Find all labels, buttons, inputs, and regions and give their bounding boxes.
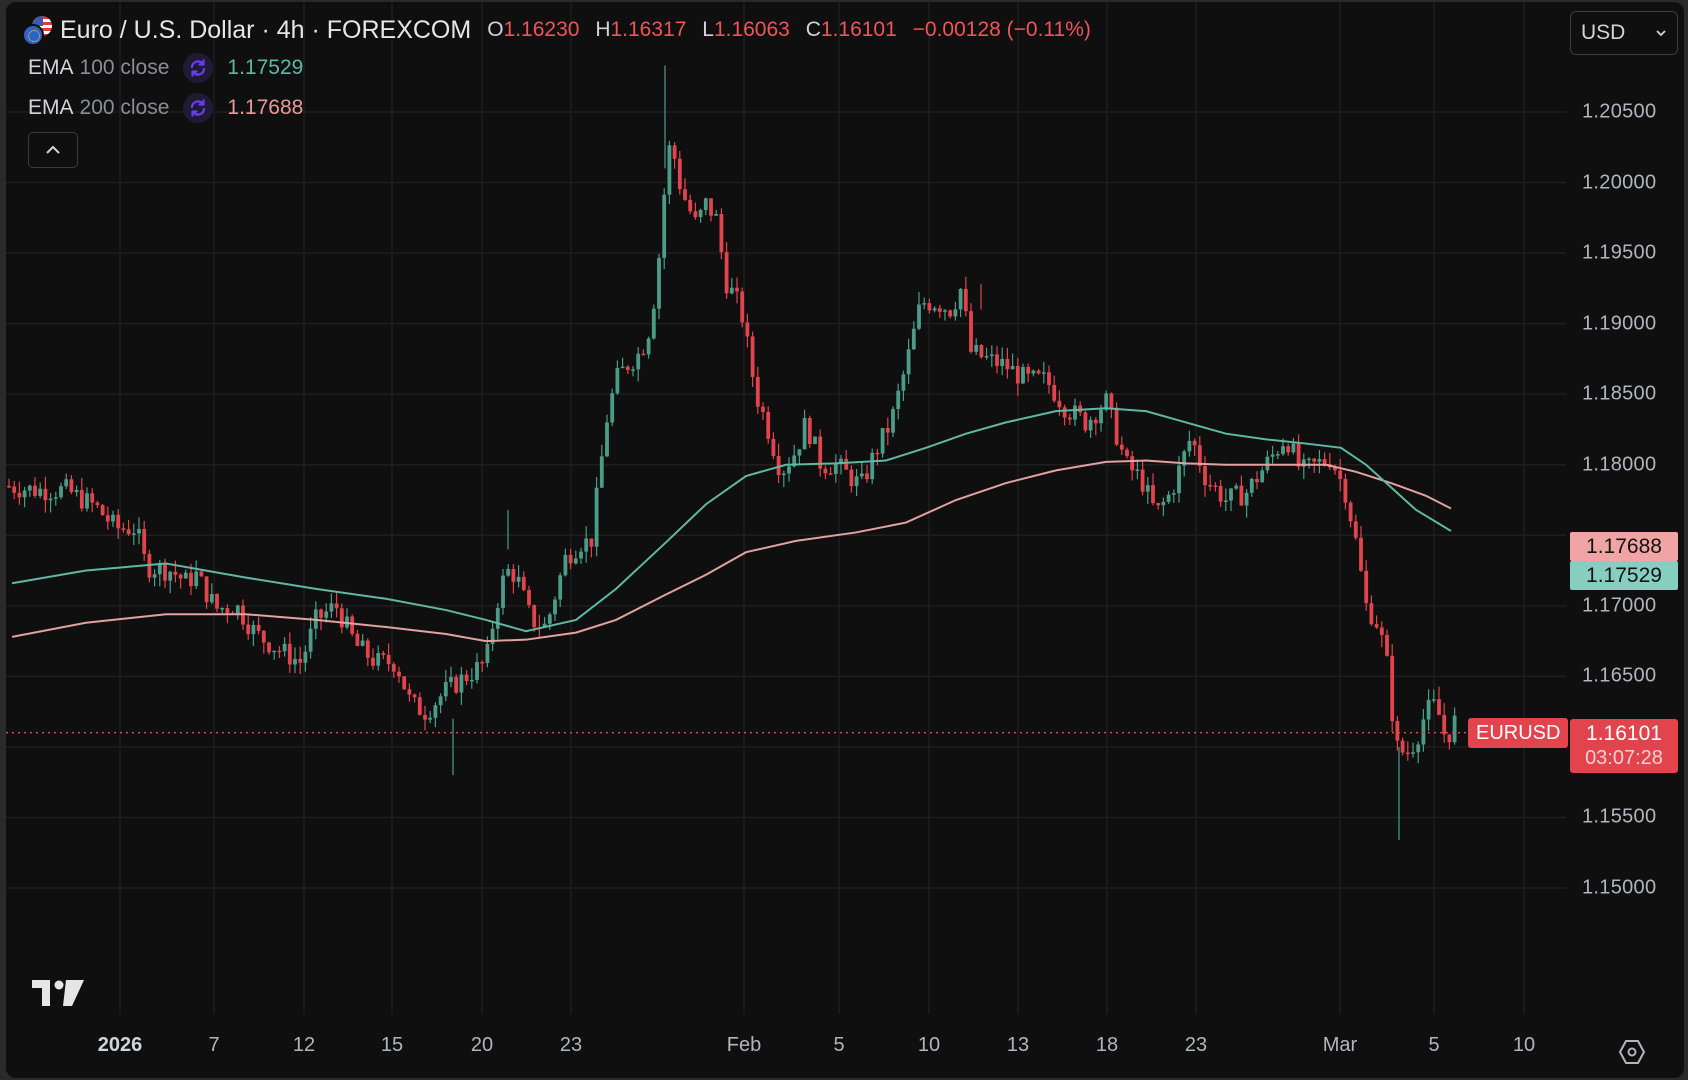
time-axis-label: 18 [1095,1034,1119,1056]
high-label: H [595,18,611,41]
indicator-ema-200[interactable]: EMA 200 close 1.17688 [28,88,1091,128]
ema-200-price-tag: 1.17688 [1570,532,1678,561]
time-axis-label: 2026 [97,1034,143,1056]
indicator-params: 100 close [79,56,170,79]
candlestick-chart[interactable] [6,2,1566,1014]
open-label: O [487,18,504,41]
last-price: 1.16101 [1586,721,1662,745]
open-value: 1.16230 [503,18,580,41]
price-axis-label: 1.17000 [1582,594,1657,617]
time-axis[interactable]: 2026 7 12 15 20 23 Feb 5 10 13 18 23 Mar 5 10 [6,1014,1566,1078]
time-axis-label: 20 [470,1034,494,1056]
collapse-legend-button[interactable] [28,132,78,168]
indicator-value: 1.17688 [227,96,304,119]
price-axis-label: 1.20500 [1582,100,1657,123]
time-axis-label: 7 [208,1034,220,1056]
indicator-params: 200 close [79,96,170,119]
time-axis-label: 10 [917,1034,941,1056]
chart-legend: Euro / U.S. Dollar · 4h · FOREXCOM O1.16… [20,12,1091,168]
time-axis-label: 12 [292,1034,316,1056]
time-axis-label: Mar [1322,1034,1358,1056]
bar-countdown: 03:07:28 [1585,746,1663,769]
symbol-title[interactable]: Euro / U.S. Dollar · 4h · FOREXCOM [60,15,472,44]
price-axis-label: 1.18000 [1582,453,1657,476]
symbol-tag: EURUSD [1468,717,1569,748]
currency-select[interactable]: USD [1570,11,1678,55]
tradingview-logo-icon[interactable] [32,980,84,1011]
price-axis-label: 1.15500 [1582,805,1657,828]
chart-window: 1.20500 1.20000 1.19500 1.19000 1.18500 1.180… [6,2,1684,1078]
price-axis-label: 1.20000 [1582,171,1657,194]
time-axis-label: 23 [559,1034,583,1056]
time-axis-label: 15 [380,1034,404,1056]
price-axis-label: 1.15000 [1582,876,1657,899]
low-label: L [702,18,714,41]
price-axis[interactable]: 1.20500 1.20000 1.19500 1.19000 1.18500 1.180… [1566,2,1684,1014]
price-axis-label: 1.16500 [1582,664,1657,687]
price-axis-label: 1.18500 [1582,382,1657,405]
indicator-value: 1.17529 [227,56,304,79]
price-axis-label: 1.19500 [1582,241,1657,264]
settings-hexagon-icon[interactable] [1618,1038,1646,1071]
symbol-title-row[interactable]: Euro / U.S. Dollar · 4h · FOREXCOM O1.16… [20,12,1091,48]
indicator-ema-100[interactable]: EMA 100 close 1.17529 [28,48,1091,88]
price-change: −0.00128 (−0.11%) [912,18,1091,41]
eur-usd-flags-icon [20,14,54,46]
ema-100-price-tag: 1.17529 [1570,561,1678,590]
chevron-down-icon [1656,30,1666,37]
sync-icon[interactable] [183,53,214,83]
low-value: 1.16063 [713,18,790,41]
ohlc-values: O1.16230 H1.16317 L1.16063 C1.16101 −0.0… [487,18,1091,42]
indicator-name: EMA [28,96,74,119]
price-axis-label: 1.19000 [1582,312,1657,335]
currency-value: USD [1581,21,1626,44]
last-price-tag: 1.16101 03:07:28 [1570,718,1678,773]
time-axis-label: Feb [726,1034,762,1056]
time-axis-label: 5 [833,1034,845,1056]
price-chart-plot[interactable] [6,2,1566,1014]
time-axis-label: 23 [1184,1034,1208,1056]
indicator-name: EMA [28,56,74,79]
close-label: C [805,18,821,41]
time-axis-label: 10 [1512,1034,1536,1056]
chevron-up-icon [46,145,60,154]
high-value: 1.16317 [610,18,687,41]
time-axis-label: 13 [1006,1034,1030,1056]
close-value: 1.16101 [820,18,897,41]
time-axis-label: 5 [1428,1034,1440,1056]
sync-icon[interactable] [183,93,214,123]
